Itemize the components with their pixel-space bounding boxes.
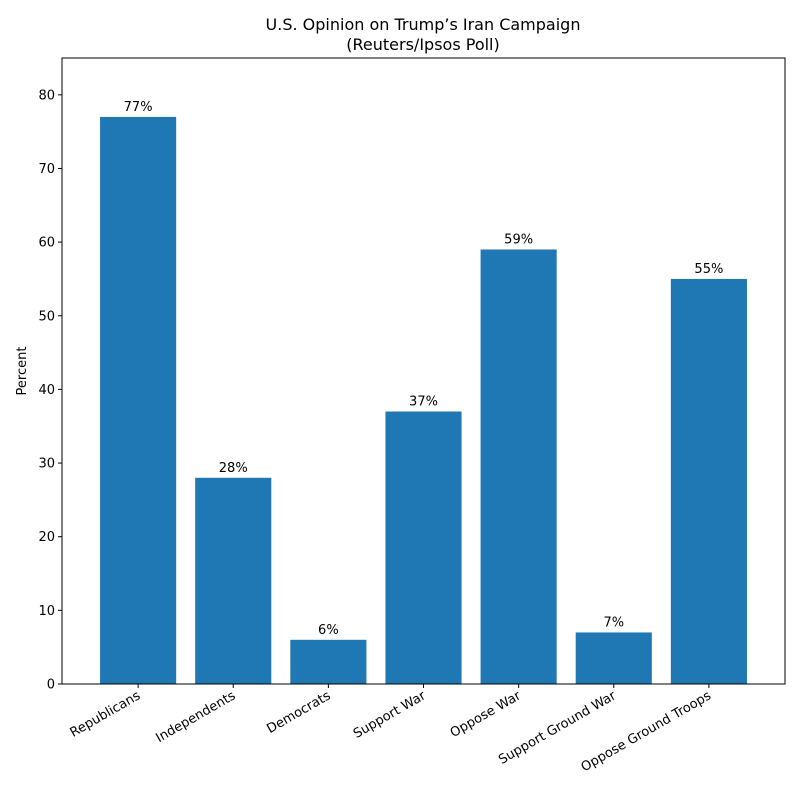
value-label-oppose-war: 59% xyxy=(504,232,533,247)
y-tick-label-40: 40 xyxy=(38,383,55,398)
y-tick-label-80: 80 xyxy=(38,88,55,103)
chart-title-line1: U.S. Opinion on Trump’s Iran Campaign xyxy=(266,15,581,34)
bar-oppose-war xyxy=(480,249,557,685)
x-tick-label-oppose-war: Oppose War xyxy=(448,688,524,741)
bar-democrats xyxy=(290,639,367,684)
y-tick-label-60: 60 xyxy=(38,236,55,251)
y-tick-label-50: 50 xyxy=(38,309,55,324)
bar-republicans xyxy=(100,116,177,685)
value-labels-layer: 77% 28% 6% 37% 59% 7% 55% xyxy=(124,100,724,638)
chart-title-line2: (Reuters/Ipsos Poll) xyxy=(346,35,499,54)
value-label-support-ground-war: 7% xyxy=(603,615,624,630)
bars-layer xyxy=(100,116,747,685)
value-label-republicans: 77% xyxy=(124,100,153,115)
bar-oppose-ground-troops xyxy=(670,278,747,684)
y-tick-label-70: 70 xyxy=(38,162,55,177)
plot-frame xyxy=(61,57,786,685)
x-axis: Republicans Independents Democrats Support … xyxy=(68,684,714,775)
value-label-democrats: 6% xyxy=(318,623,339,638)
value-label-independents: 28% xyxy=(219,461,248,476)
bar-support-war xyxy=(385,411,462,684)
x-tick-label-support-war: Support War xyxy=(351,688,429,742)
x-tick-label-democrats: Democrats xyxy=(264,688,333,737)
bar-support-ground-war xyxy=(575,632,652,684)
y-tick-label-20: 20 xyxy=(38,530,55,545)
y-tick-label-0: 0 xyxy=(47,678,55,693)
y-axis-label: Percent xyxy=(15,347,30,396)
y-tick-label-10: 10 xyxy=(38,604,55,619)
y-axis: 0 10 20 30 40 50 60 70 80 xyxy=(38,88,62,693)
x-tick-label-independents: Independents xyxy=(154,688,239,746)
y-tick-label-30: 30 xyxy=(38,457,55,472)
x-tick-label-republicans: Republicans xyxy=(68,688,144,740)
value-label-support-war: 37% xyxy=(409,395,438,410)
bar-independents xyxy=(195,477,272,684)
value-label-oppose-ground-troops: 55% xyxy=(694,262,723,277)
